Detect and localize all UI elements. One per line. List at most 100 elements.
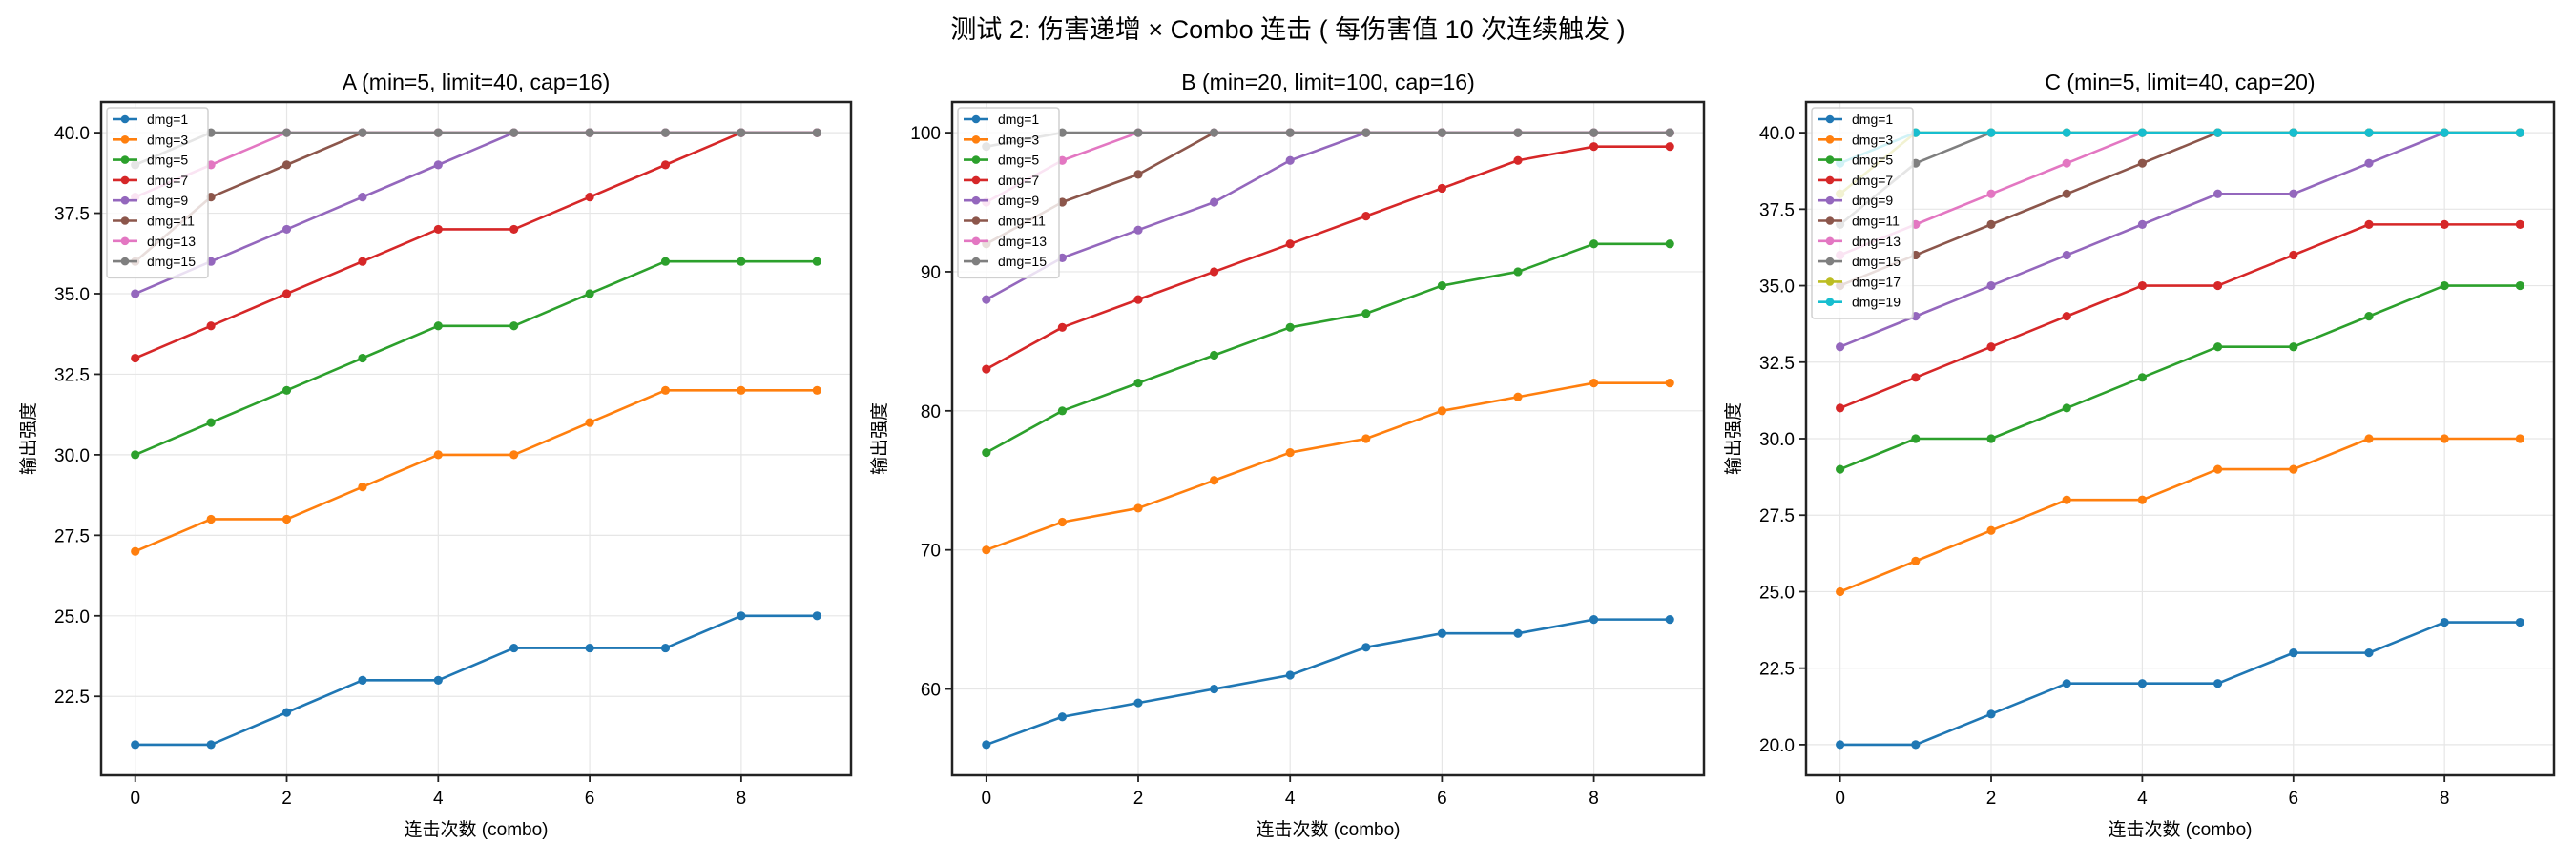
data-point-marker: [660, 385, 671, 395]
x-tick-label: 4: [2137, 789, 2148, 809]
legend-label: dmg=5: [998, 153, 1039, 168]
data-point-marker: [2289, 648, 2298, 658]
data-point-marker: [2364, 312, 2374, 321]
data-point-marker: [2137, 280, 2148, 291]
x-tick-label: 2: [1986, 789, 1997, 809]
series-line: [1839, 223, 2521, 410]
axes-frame: [950, 100, 1706, 777]
data-point-marker: [1133, 170, 1143, 179]
series-line: [1839, 131, 2521, 226]
data-point-marker: [2289, 250, 2298, 260]
series-dmg-9: [982, 128, 1674, 304]
data-point-marker: [131, 289, 140, 298]
data-point-marker: [1437, 128, 1446, 137]
data-point-marker: [2212, 189, 2223, 198]
data-point-marker: [206, 257, 216, 266]
data-point-marker: [2515, 617, 2524, 627]
legend-item: dmg=3: [113, 132, 188, 147]
data-point-marker: [1057, 322, 1068, 332]
data-point-marker: [2062, 250, 2071, 260]
data-point-marker: [812, 385, 821, 395]
data-point-marker: [1665, 128, 1674, 137]
data-point-marker: [433, 128, 443, 137]
legend-label: dmg=15: [1852, 254, 1901, 269]
data-point-marker: [1513, 628, 1523, 638]
series-line: [135, 389, 818, 553]
data-point-marker: [2440, 434, 2449, 443]
legend-label: dmg=11: [147, 214, 195, 229]
x-tick-label: 8: [2440, 789, 2450, 809]
data-point-marker: [206, 740, 216, 750]
data-point-marker: [2062, 312, 2071, 321]
subplot-c-xlabel: 连击次数 (combo): [2109, 819, 2253, 840]
legend-marker-icon: [971, 216, 981, 225]
data-point-marker: [206, 128, 216, 137]
series-dmg-15: [131, 128, 821, 170]
y-tick-label: 100: [910, 124, 941, 144]
data-point-marker: [281, 160, 292, 170]
data-point-marker: [1665, 239, 1674, 249]
data-point-marker: [1361, 643, 1371, 652]
x-tick-label: 2: [281, 789, 292, 809]
data-point-marker: [2212, 464, 2223, 474]
series-dmg-1: [982, 615, 1674, 750]
legend-item: dmg=11: [964, 214, 1046, 229]
data-point-marker: [660, 257, 671, 266]
legend-item: dmg=1: [964, 112, 1039, 127]
series-line: [1839, 131, 2521, 195]
data-point-marker: [2212, 679, 2223, 688]
subplot-b-plot-area: 0 2 4 6 8 60 70 80 90 100: [910, 100, 1706, 809]
legend-label: dmg=11: [998, 214, 1046, 229]
data-point-marker: [1057, 197, 1068, 207]
legend-item: dmg=5: [964, 153, 1039, 168]
y-tick-label: 90: [921, 263, 941, 283]
x-tick-label: 8: [1589, 789, 1599, 809]
y-tick-label: 35.0: [1759, 277, 1795, 298]
legend-item: dmg=17: [1818, 274, 1901, 289]
subplot-c: C (min=5, limit=40, cap=20) 连击次数 (combo)…: [1723, 70, 2556, 840]
series-line: [1839, 621, 2521, 747]
data-point-marker: [1589, 379, 1599, 388]
data-point-marker: [281, 224, 292, 235]
data-point-marker: [1210, 267, 1219, 277]
series-line: [135, 131, 818, 198]
axes-frame: [99, 100, 853, 777]
x-tick-label: 0: [130, 789, 140, 809]
legend-marker-icon: [971, 155, 981, 164]
legend-marker-icon: [971, 175, 981, 185]
data-point-marker: [1911, 740, 1921, 750]
data-point-marker: [812, 611, 821, 621]
subplot-a-title: A (min=5, limit=40, cap=16): [343, 70, 611, 94]
data-point-marker: [2062, 158, 2071, 168]
data-point-marker: [982, 740, 991, 750]
series-dmg-1: [131, 611, 821, 750]
data-point-marker: [2137, 495, 2148, 504]
y-tick-label: 35.0: [54, 285, 90, 305]
data-point-marker: [1361, 128, 1371, 137]
legend-marker-icon: [971, 257, 981, 266]
data-point-marker: [2440, 617, 2449, 627]
data-point-marker: [1057, 155, 1068, 165]
data-point-marker: [2289, 189, 2298, 198]
series-dmg-3: [131, 385, 821, 556]
series-dmg-5: [1836, 280, 2524, 474]
data-point-marker: [1836, 740, 1845, 750]
data-point-marker: [2212, 280, 2223, 291]
legend-marker-icon: [120, 135, 130, 144]
y-tick-label: 80: [921, 402, 941, 422]
data-point-marker: [2062, 495, 2071, 504]
data-point-marker: [131, 353, 140, 363]
data-point-marker: [2289, 464, 2298, 474]
series-dmg-9: [1836, 128, 2524, 352]
data-point-marker: [660, 643, 671, 653]
data-point-marker: [206, 321, 216, 331]
legend-label: dmg=1: [998, 112, 1039, 127]
data-point-marker: [1285, 128, 1295, 137]
data-point-marker: [433, 321, 443, 331]
series-dmg-7: [1836, 219, 2524, 413]
x-tick-label: 4: [1285, 789, 1296, 809]
series-line: [986, 618, 1671, 747]
legend-marker-icon: [1825, 155, 1835, 164]
data-point-marker: [281, 514, 292, 524]
legend-label: dmg=7: [147, 173, 188, 188]
